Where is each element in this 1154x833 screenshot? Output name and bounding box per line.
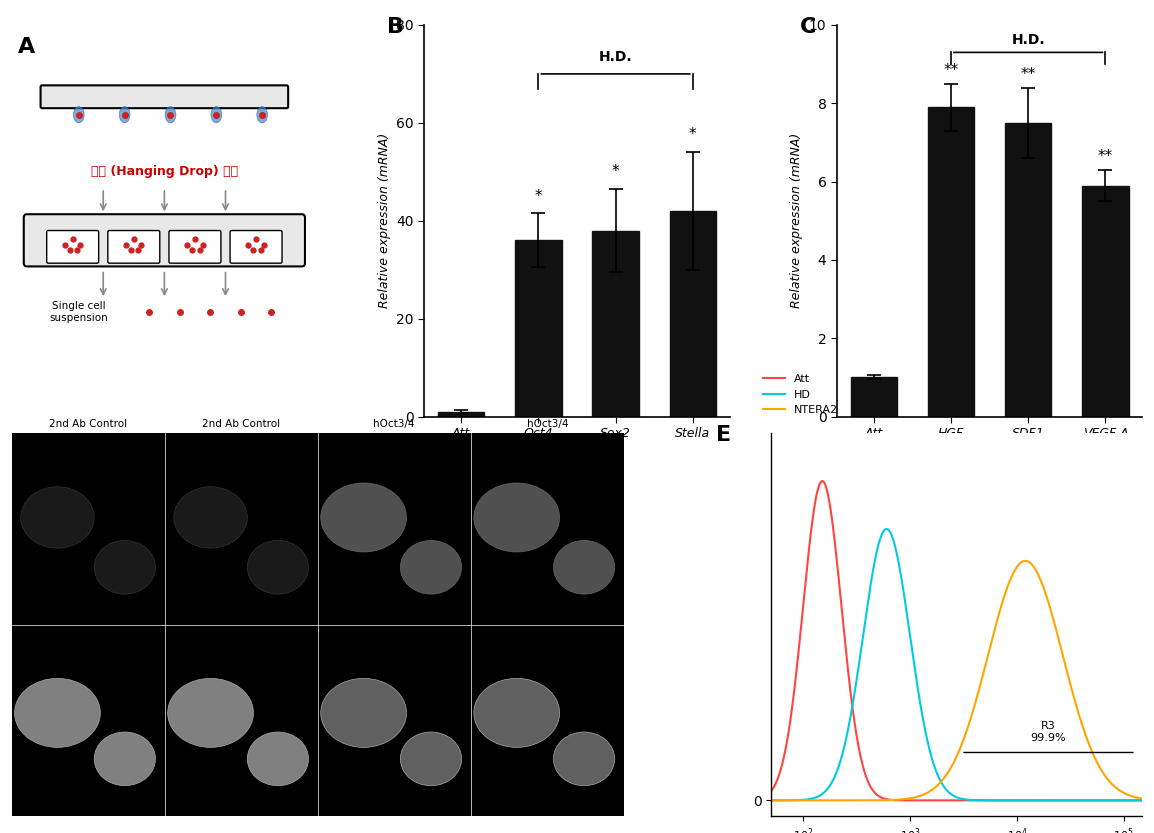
Bar bbox=[439, 412, 485, 416]
Ellipse shape bbox=[321, 483, 406, 552]
Ellipse shape bbox=[15, 678, 100, 747]
Ellipse shape bbox=[400, 732, 462, 786]
FancyBboxPatch shape bbox=[168, 231, 220, 263]
Text: C: C bbox=[800, 17, 817, 37]
Ellipse shape bbox=[474, 678, 560, 747]
Ellipse shape bbox=[95, 541, 156, 594]
Bar bbox=[928, 107, 974, 416]
Text: 2nd Ab Control: 2nd Ab Control bbox=[202, 419, 280, 429]
Text: R3
99.9%: R3 99.9% bbox=[1031, 721, 1066, 743]
Text: Single cell
suspension: Single cell suspension bbox=[50, 302, 108, 323]
Text: **: ** bbox=[1020, 67, 1036, 82]
Ellipse shape bbox=[554, 541, 615, 594]
Text: *: * bbox=[612, 164, 620, 179]
FancyBboxPatch shape bbox=[40, 85, 288, 108]
Text: 2nd Ab Control: 2nd Ab Control bbox=[48, 419, 127, 429]
Ellipse shape bbox=[165, 107, 175, 123]
Ellipse shape bbox=[554, 732, 615, 786]
Ellipse shape bbox=[174, 486, 247, 548]
Bar bbox=[1082, 186, 1129, 416]
Text: *: * bbox=[534, 188, 542, 203]
Legend: Att, HD, NTERA2: Att, HD, NTERA2 bbox=[758, 370, 842, 420]
Y-axis label: Relative expression (mRNA): Relative expression (mRNA) bbox=[377, 133, 390, 308]
Text: B: B bbox=[388, 17, 405, 37]
Ellipse shape bbox=[257, 107, 268, 123]
Bar bbox=[850, 377, 897, 416]
Ellipse shape bbox=[400, 541, 462, 594]
FancyBboxPatch shape bbox=[24, 214, 305, 267]
Text: 현전 (Hanging Drop) 배양: 현전 (Hanging Drop) 배양 bbox=[91, 165, 238, 178]
Text: hOct3/4: hOct3/4 bbox=[374, 419, 415, 429]
Text: E: E bbox=[715, 426, 730, 446]
Bar bbox=[1005, 122, 1051, 416]
Bar bbox=[669, 211, 715, 416]
Text: *: * bbox=[689, 127, 697, 142]
Ellipse shape bbox=[119, 107, 130, 123]
Ellipse shape bbox=[74, 107, 84, 123]
Ellipse shape bbox=[247, 541, 308, 594]
Text: **: ** bbox=[1097, 149, 1114, 164]
Bar bbox=[592, 231, 639, 416]
Bar bbox=[515, 241, 562, 416]
Ellipse shape bbox=[95, 732, 156, 786]
FancyBboxPatch shape bbox=[107, 231, 159, 263]
Text: **: ** bbox=[944, 62, 959, 77]
Text: H.D.: H.D. bbox=[1011, 32, 1046, 47]
FancyBboxPatch shape bbox=[46, 231, 98, 263]
Ellipse shape bbox=[247, 732, 308, 786]
Y-axis label: Relative expression (mRNA): Relative expression (mRNA) bbox=[790, 133, 803, 308]
Ellipse shape bbox=[474, 483, 560, 552]
Ellipse shape bbox=[167, 678, 254, 747]
Ellipse shape bbox=[321, 678, 406, 747]
FancyBboxPatch shape bbox=[230, 231, 282, 263]
Text: H.D.: H.D. bbox=[599, 50, 632, 64]
Ellipse shape bbox=[21, 486, 95, 548]
Text: A: A bbox=[17, 37, 35, 57]
Text: hOct3/4: hOct3/4 bbox=[526, 419, 568, 429]
Ellipse shape bbox=[211, 107, 222, 123]
